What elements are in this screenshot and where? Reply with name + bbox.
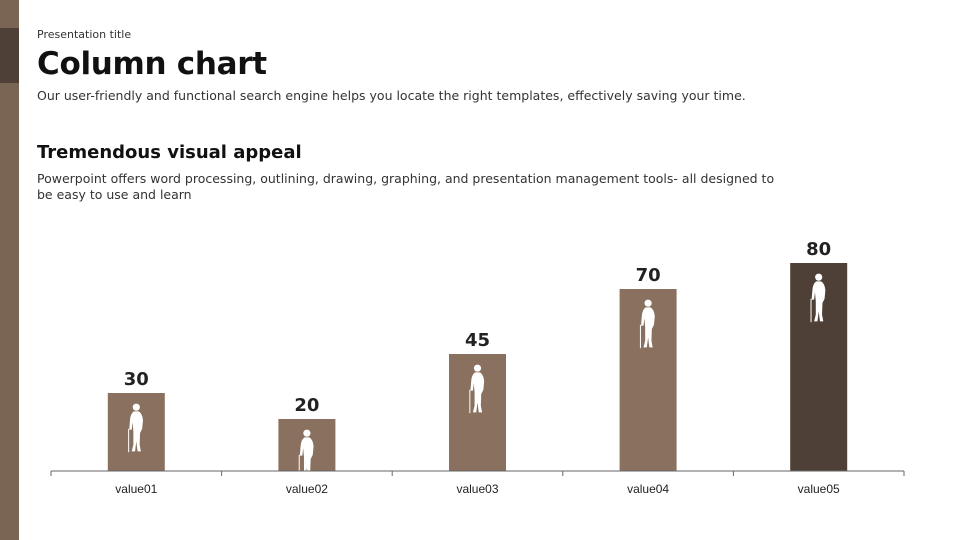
sidebar-accent <box>0 28 19 83</box>
category-label: value03 <box>456 482 498 496</box>
data-label: 30 <box>124 369 149 390</box>
presentation-title: Presentation title <box>37 28 132 41</box>
category-label: value05 <box>798 482 840 496</box>
page-subtitle: Our user-friendly and functional search … <box>37 88 746 103</box>
category-label: value04 <box>627 482 669 496</box>
section-heading: Tremendous visual appeal <box>37 142 302 163</box>
category-label: value01 <box>115 482 157 496</box>
category-label: value02 <box>286 482 328 496</box>
data-label: 20 <box>294 395 319 416</box>
page-title: Column chart <box>37 46 267 82</box>
sidebar-bar <box>0 0 19 540</box>
data-label: 70 <box>636 265 661 286</box>
data-label: 45 <box>465 330 490 351</box>
section-body: Powerpoint offers word processing, outli… <box>37 171 775 202</box>
data-label: 80 <box>806 239 831 260</box>
